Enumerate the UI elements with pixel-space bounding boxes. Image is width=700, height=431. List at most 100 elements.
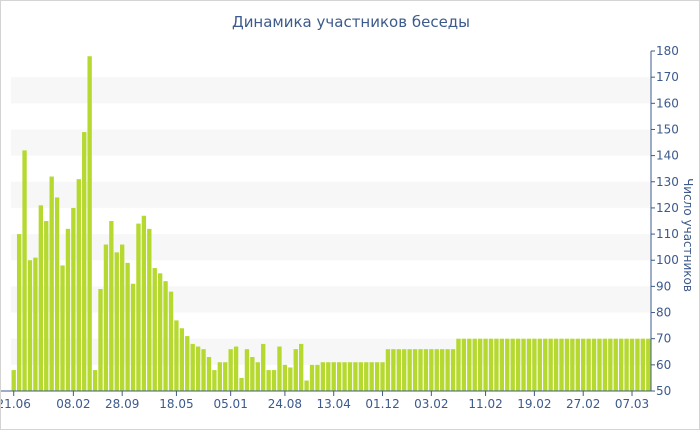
bar [521,338,526,391]
y-axis: 50 60 70 80 90 100 110 120 130 140 150 160 170 180 [650,44,679,398]
x-tick-label: 24.08 [268,397,302,411]
bar [261,343,266,391]
bar [299,343,304,391]
x-axis: 21.06 08.02 28.09 18.05 05.01 24.08 13.04 01.12… [1,390,651,411]
bar [147,228,152,391]
bar [233,346,239,391]
y-tick-label: 50 [656,384,671,398]
bar [613,338,618,391]
bar [331,362,336,391]
bar [515,338,521,391]
x-tick-label: 01.12 [365,397,399,411]
bar [136,223,141,391]
bar [212,370,217,391]
bar [570,338,575,391]
y-tick-label: 140 [656,149,679,163]
bar [266,370,271,391]
bar [553,338,559,391]
bar [271,370,277,391]
y-tick-label: 100 [656,253,679,267]
bar [336,362,342,391]
bar [423,349,429,391]
bar [109,221,114,391]
bar [429,349,434,391]
bar [369,362,374,391]
bar [293,349,298,391]
bar [629,338,635,391]
bar [402,349,407,391]
bar [364,362,369,391]
bar [223,362,228,391]
bar [27,260,33,391]
bar [130,283,136,391]
bar [581,338,586,391]
bar [548,338,553,391]
x-tick-label: 18.05 [159,397,193,411]
y-axis-label: Число участников [681,178,695,292]
chart-title: Динамика участников беседы [231,13,471,31]
bar [195,346,201,391]
bar [157,273,163,391]
x-tick-label: 19.02 [517,397,551,411]
bar [82,132,87,391]
bar [635,338,640,391]
bar [152,268,157,391]
bar [602,338,608,391]
y-tick-label: 90 [656,279,671,293]
bar [461,338,467,391]
bar [49,176,54,391]
bar [624,338,629,391]
bar [239,377,244,391]
bar [22,150,27,391]
bar [11,370,16,391]
bar [33,257,38,391]
bar [217,362,222,391]
bar [396,349,401,391]
bar [391,349,396,391]
bar [412,349,418,391]
bar [488,338,494,391]
bar [483,338,488,391]
x-tick-label: 11.02 [468,397,502,411]
bar [353,362,358,391]
bar [206,357,212,391]
bar [163,281,168,391]
bar [38,205,43,391]
y-tick-label: 170 [656,70,679,84]
bar [120,244,125,391]
bar [320,362,326,391]
bar [309,364,315,391]
grid-band [11,181,651,208]
bar [597,338,602,391]
bar [174,320,179,391]
x-tick-label: 13.04 [317,397,351,411]
bar [586,338,591,391]
bar [190,343,195,391]
bar [374,362,380,391]
bar [358,362,363,391]
bar [71,207,76,391]
bar [92,370,98,391]
bar [564,338,570,391]
bar [505,338,510,391]
y-tick-label: 130 [656,175,679,189]
bar [326,362,331,391]
y-tick-label: 60 [656,358,671,372]
y-tick-label: 160 [656,96,679,110]
bar [244,349,250,391]
bar [477,338,483,391]
bars [11,56,651,391]
y-tick-label: 120 [656,201,679,215]
bar [494,338,499,391]
bar [342,362,347,391]
bar [407,349,412,391]
bar [450,349,456,391]
bar [434,349,439,391]
bar [168,291,174,391]
bar [526,338,532,391]
bar [201,349,206,391]
bar [575,338,580,391]
bar [98,289,103,391]
